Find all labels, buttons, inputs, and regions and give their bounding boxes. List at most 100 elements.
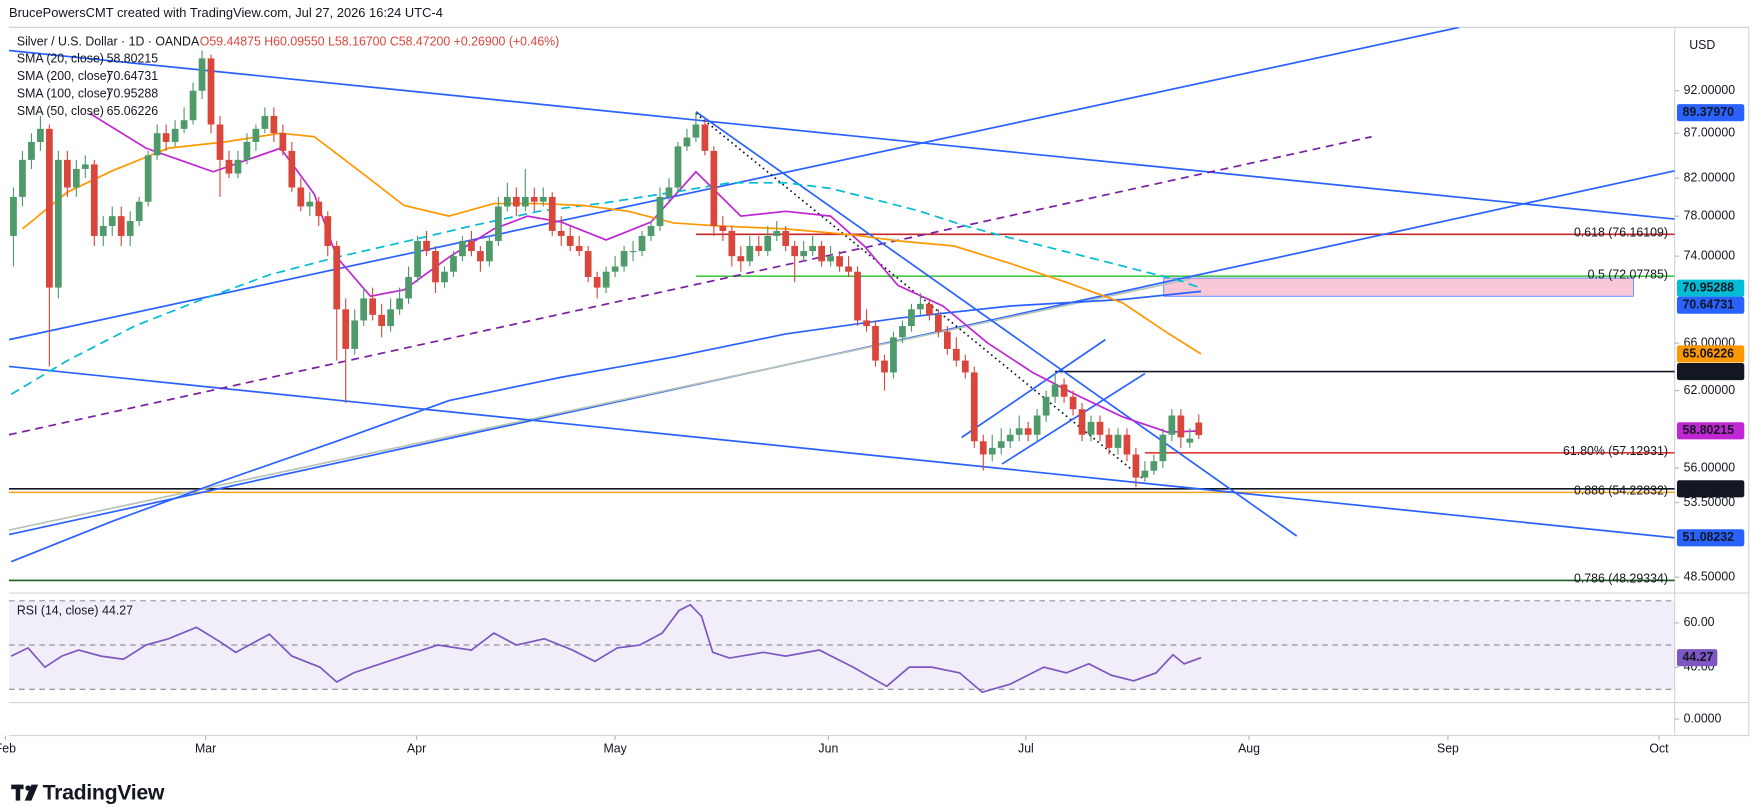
- candle-body: [1114, 434, 1122, 448]
- candle-body: [216, 124, 224, 160]
- trend-line: [8, 365, 1675, 539]
- candle-body: [926, 303, 933, 315]
- y-tick-label: 62.00000: [1684, 383, 1736, 397]
- candle-body: [135, 201, 143, 222]
- candle-body: [63, 159, 71, 188]
- candle-body: [90, 164, 98, 236]
- x-tick-label: Aug: [1238, 741, 1260, 755]
- candle-body: [37, 128, 44, 142]
- candle-body: [737, 256, 745, 262]
- candle-body: [710, 150, 718, 226]
- candle-body: [818, 245, 825, 262]
- overlay-legend-value: 70.64731: [107, 69, 159, 83]
- level-label: 0.786 (48.29334): [1574, 572, 1668, 586]
- rsi-line: [10, 603, 1202, 694]
- candle-body: [279, 133, 287, 151]
- candle-body: [1060, 384, 1068, 397]
- candle-body: [943, 331, 951, 349]
- candle-body: [1168, 415, 1176, 435]
- trend-line: [8, 27, 1460, 341]
- candle-body: [441, 271, 448, 283]
- candle-body: [728, 230, 736, 257]
- candle-body: [997, 441, 1005, 448]
- price-badge: [1676, 279, 1745, 297]
- candle-body: [961, 360, 969, 373]
- candle-body: [108, 216, 116, 226]
- candle-body: [539, 196, 547, 202]
- candle-body: [324, 216, 332, 246]
- price-badge: [1676, 296, 1745, 314]
- trend-line: [695, 110, 1298, 537]
- candle-body: [1132, 454, 1140, 478]
- currency-label: USD: [1689, 38, 1715, 52]
- candle-body: [432, 251, 439, 283]
- overlay-legend-name: SMA (50, close): [17, 104, 104, 118]
- candle-body: [414, 240, 421, 277]
- y-tick-label: 78.00000: [1684, 208, 1736, 222]
- candle-body: [261, 115, 269, 129]
- candle-body: [81, 164, 89, 169]
- y-tick-label: 74.00000: [1684, 248, 1736, 262]
- candle-body: [1087, 421, 1095, 435]
- candle-body: [692, 124, 700, 138]
- candle-body: [1186, 438, 1194, 443]
- y-tick-label: 92.00000: [1684, 83, 1736, 97]
- candle-body: [629, 251, 637, 253]
- moving-average: [89, 112, 1202, 433]
- candle-body: [270, 115, 278, 134]
- overlay-legend-name: SMA (200, close): [17, 69, 111, 83]
- candle-body: [19, 159, 26, 197]
- candle-body: [746, 245, 754, 262]
- level-label: 61.80% (57.12931): [1563, 444, 1668, 458]
- candle-body: [387, 309, 394, 327]
- symbol-title: Silver / U.S. Dollar · 1D · OANDA: [17, 34, 200, 48]
- price-badge: [1676, 422, 1745, 440]
- candle-body: [189, 90, 197, 121]
- moving-average: [10, 290, 1202, 563]
- candle-body: [809, 245, 817, 252]
- candle-body: [171, 128, 179, 142]
- candle-body: [665, 187, 673, 197]
- rsi-legend-value: 44.27: [102, 604, 133, 618]
- candle-body: [854, 271, 861, 321]
- price-badge: [1676, 345, 1745, 363]
- moving-average: [21, 132, 1202, 355]
- x-tick-label: Jun: [818, 741, 838, 755]
- candle-body: [764, 235, 772, 252]
- candle-body: [450, 256, 457, 272]
- logo-mark: [15, 784, 21, 801]
- candle-body: [153, 133, 161, 156]
- price-badge: [1676, 480, 1745, 498]
- rsi-pane: [8, 600, 1675, 694]
- candle-body: [503, 196, 511, 207]
- candle-body: [1096, 421, 1104, 435]
- candle-body: [351, 320, 359, 349]
- overlay-legend-value: 65.06226: [107, 104, 159, 118]
- y-tick-label: 48.50000: [1684, 569, 1736, 583]
- candle-body: [396, 298, 403, 310]
- candle-body: [234, 159, 242, 174]
- candle-body: [782, 230, 790, 246]
- price-badge: [1676, 363, 1745, 381]
- candle-body: [459, 240, 466, 257]
- candle-body: [917, 303, 924, 310]
- candle-body: [1123, 434, 1131, 455]
- candle-body: [827, 256, 834, 262]
- candle-body: [1141, 470, 1149, 478]
- price-pane: 0.618 (76.16109) 0.5 (72.07785) 61.80% (57…: [8, 27, 1675, 586]
- y-tick-label: 60.00: [1684, 615, 1715, 629]
- candle-body: [1150, 461, 1158, 471]
- attribution: BrucePowersCMT created with TradingView.…: [9, 5, 443, 20]
- candle-body: [863, 320, 870, 327]
- moving-average: [10, 181, 1202, 395]
- level-label: 0.886 (54.22832): [1574, 483, 1668, 497]
- candle-body: [899, 326, 906, 338]
- level-label: 0.5 (72.07785): [1588, 267, 1668, 281]
- candle-body: [575, 245, 583, 252]
- overlay-legend-value: 70.95288: [107, 86, 159, 100]
- candle-body: [1042, 396, 1050, 416]
- candle-body: [881, 360, 888, 373]
- candle-body: [647, 225, 655, 236]
- axes: 92.00000 87.00000 82.00000 78.00000 74.00000…: [0, 83, 1745, 756]
- level-label: 0.618 (76.16109): [1574, 225, 1668, 239]
